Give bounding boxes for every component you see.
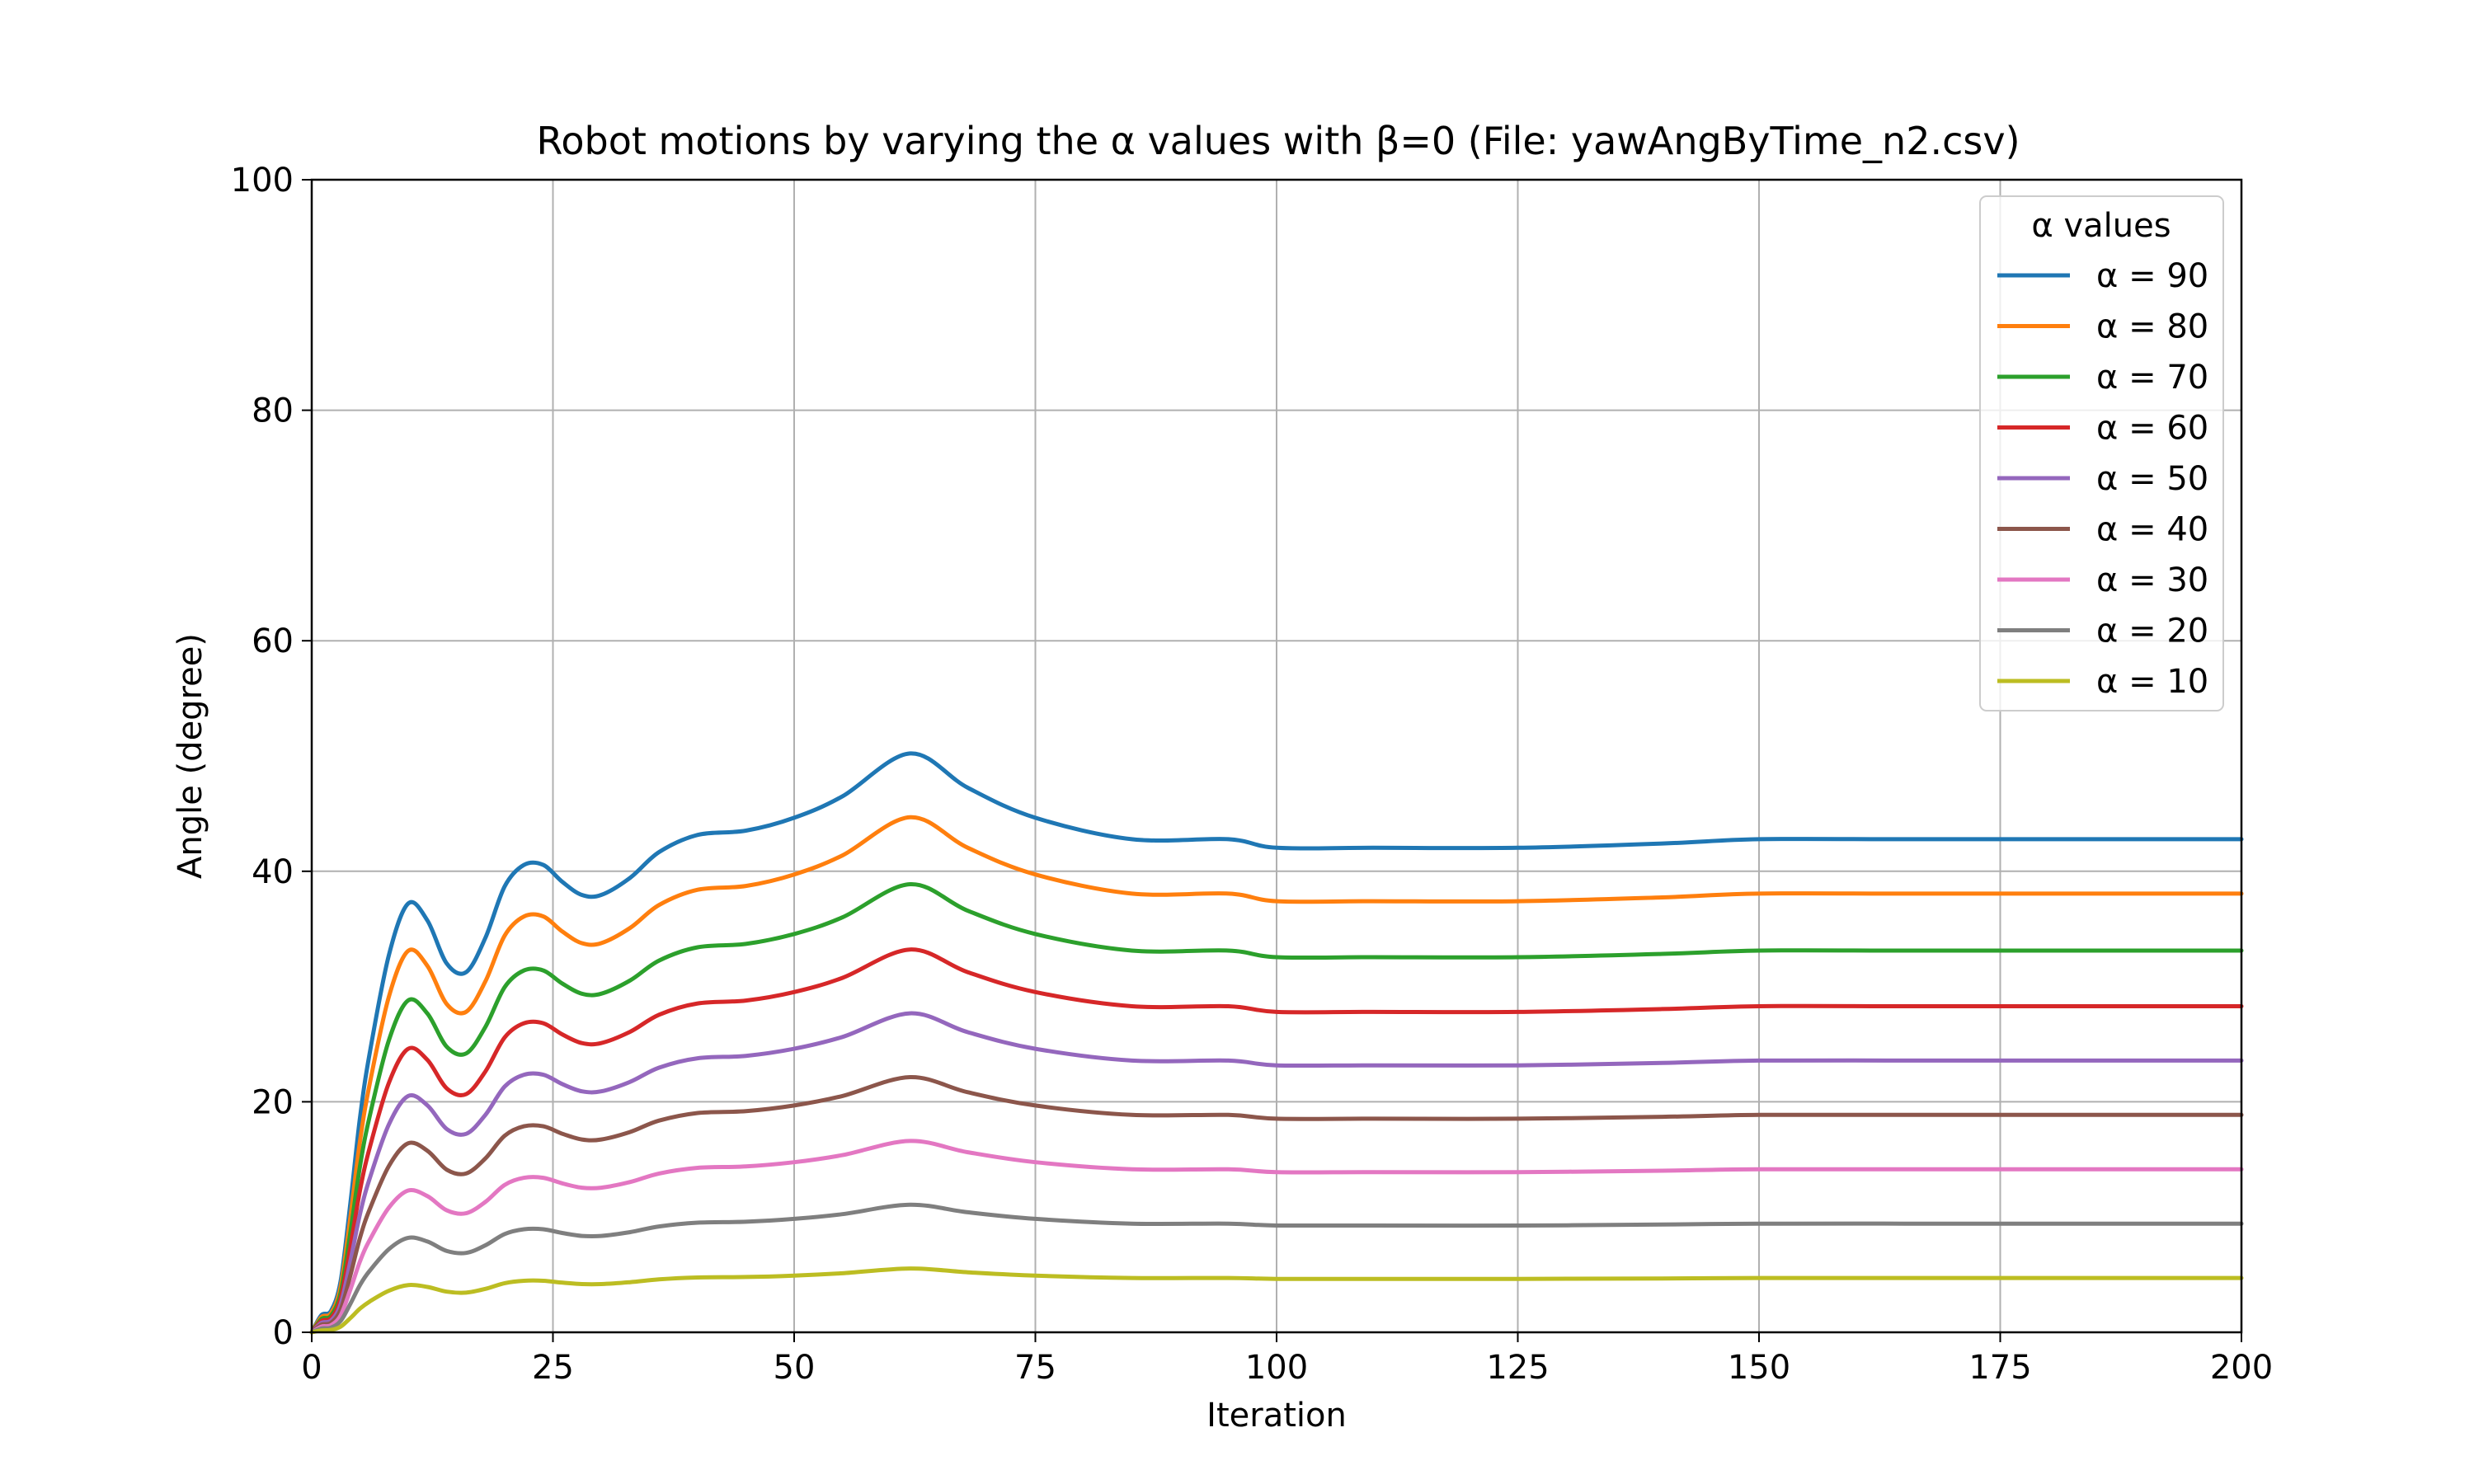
series-line [309, 815, 2244, 1335]
legend-label: α = 60 [2096, 410, 2208, 448]
y-tick-label: 100 [231, 162, 294, 200]
legend: α values α = 90α = 80α = 70α = 60α = 50α… [1979, 195, 2224, 711]
x-tick-label: 25 [532, 1349, 574, 1387]
series-line [309, 1074, 2244, 1335]
legend-label: α = 90 [2096, 257, 2208, 295]
series-line [309, 1266, 2244, 1335]
series-line [309, 751, 2244, 1335]
legend-label: α = 80 [2096, 308, 2208, 346]
x-tick-label: 50 [774, 1349, 816, 1387]
legend-label: α = 40 [2096, 511, 2208, 549]
legend-label: α = 30 [2096, 561, 2208, 599]
series-line [309, 1202, 2244, 1335]
x-tick-label: 100 [1245, 1349, 1308, 1387]
legend-title: α values [2031, 207, 2171, 245]
y-tick-label: 40 [252, 853, 294, 891]
y-axis-label: Angle (degree) [172, 633, 209, 879]
legend-label: α = 70 [2096, 359, 2208, 397]
y-tick-label: 80 [252, 392, 294, 430]
y-tick-label: 60 [252, 622, 294, 660]
grid-lines [311, 179, 2242, 1333]
series-lines [309, 751, 2244, 1335]
x-tick-label: 75 [1014, 1349, 1056, 1387]
x-tick-label: 125 [1486, 1349, 1549, 1387]
y-tick-label: 20 [252, 1083, 294, 1121]
series-line [309, 881, 2244, 1335]
x-axis-ticks: 0 25 50 75 100 125 150 175 200 [301, 1332, 2273, 1387]
x-tick-label: 0 [301, 1349, 322, 1387]
y-axis-ticks: 0 20 40 60 80 100 [231, 162, 312, 1352]
series-line [309, 1139, 2244, 1335]
x-tick-label: 200 [2210, 1349, 2273, 1387]
chart-title: Robot motions by varying the α values wi… [536, 119, 2020, 163]
legend-label: α = 50 [2096, 460, 2208, 498]
x-tick-label: 175 [1968, 1349, 2031, 1387]
y-tick-label: 0 [273, 1314, 294, 1352]
x-tick-label: 150 [1728, 1349, 1790, 1387]
legend-label: α = 10 [2096, 663, 2208, 701]
series-line [309, 1011, 2244, 1335]
series-line [309, 947, 2244, 1335]
legend-label: α = 20 [2096, 613, 2208, 650]
x-axis-label: Iteration [1206, 1397, 1347, 1435]
legend-items: α = 90 α = 80 α = 70 α = 60 α = 50 α = 40 α = … [1997, 257, 2208, 701]
